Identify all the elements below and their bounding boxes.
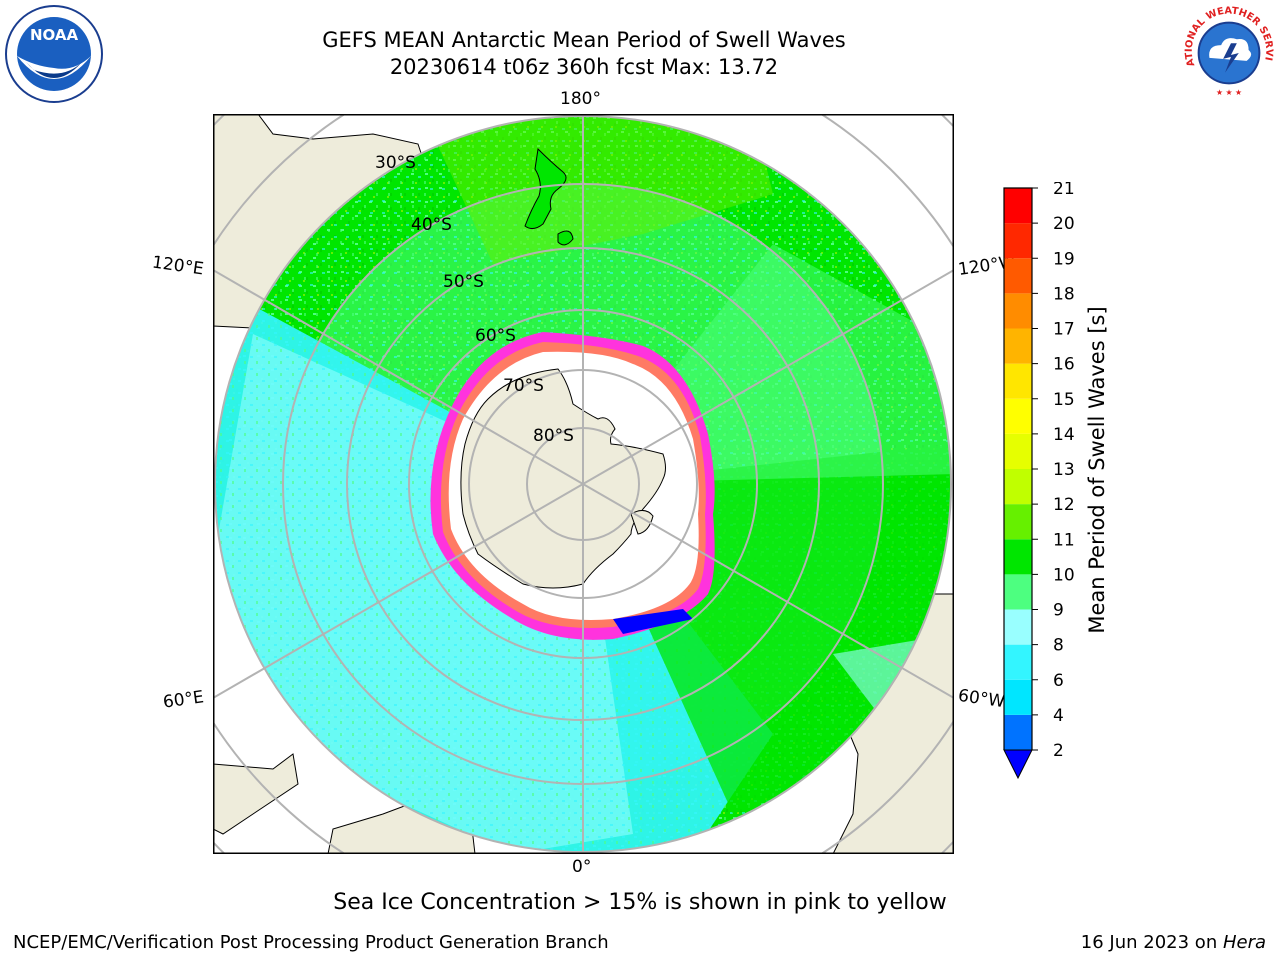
colorbar-bin [1004, 398, 1032, 434]
footer-machine: Hera [1222, 932, 1266, 953]
colorbar-tick-label: 4 [1053, 706, 1064, 726]
chart-title: GEFS MEAN Antarctic Mean Period of Swell… [322, 28, 846, 52]
noaa-logo-icon: NOAA [5, 5, 103, 103]
nws-logo-icon: NATIONAL WEATHER SERVICE ★ ★ ★ [1180, 4, 1277, 101]
svg-text:★ ★ ★: ★ ★ ★ [1216, 88, 1242, 97]
footer-branch: NCEP/EMC/Verification Post Processing Pr… [13, 932, 609, 953]
colorbar-tick-label: 19 [1053, 249, 1075, 269]
colorbar-bin [1004, 223, 1032, 259]
colorbar-bins [1003, 187, 1033, 780]
colorbar-bin [1004, 258, 1032, 294]
colorbar-tick-label: 21 [1053, 182, 1075, 199]
colorbar-bin [1004, 504, 1032, 540]
lon-label-upper-left: 120°E [150, 252, 205, 280]
colorbar-bin [1004, 679, 1032, 715]
colorbar-tick-label: 10 [1053, 565, 1075, 585]
colorbar-tick-label: 15 [1053, 390, 1075, 410]
colorbar-bin [1004, 363, 1032, 399]
colorbar-tick-label: 13 [1053, 460, 1075, 480]
colorbar-bin [1004, 293, 1032, 329]
colorbar-tick-label: 17 [1053, 320, 1075, 340]
colorbar-bin [1004, 574, 1032, 610]
graticule [213, 114, 954, 854]
colorbar-bin [1004, 328, 1032, 364]
colorbar-tick-label: 8 [1053, 636, 1064, 656]
colorbar-bin [1004, 609, 1032, 645]
chart-subtitle: 20230614 t06z 360h fcst Max: 13.72 [389, 55, 779, 79]
colorbar-tick-label: 11 [1053, 530, 1075, 550]
footer-date: 16 Jun 2023 on Hera [1081, 932, 1266, 953]
colorbar-tick-label: 9 [1053, 601, 1064, 621]
colorbar-tick-label: 6 [1053, 671, 1064, 691]
colorbar-under-triangle [1003, 749, 1033, 780]
map-border [213, 114, 954, 854]
lon-label-lower-left: 60°E [161, 687, 206, 713]
colorbar-tick-label: 18 [1053, 284, 1075, 304]
lon-label-bottom: 0° [572, 857, 592, 877]
colorbar-label: Mean Period of Swell Waves [s] [1085, 306, 1109, 634]
noaa-logo-text: NOAA [30, 26, 79, 44]
swell-period-field [215, 116, 951, 852]
colorbar-tick-label: 14 [1053, 425, 1075, 445]
colorbar-bin [1004, 469, 1032, 505]
colorbar-tick-label: 12 [1053, 495, 1075, 515]
colorbar-bin [1004, 433, 1032, 469]
lat-label: 70°S [503, 376, 544, 396]
lat-label: 80°S [533, 426, 574, 446]
colorbar-ticks: 2 4 6 8 9 10 11 12 13 14 15 16 17 18 19 20 21 [1032, 182, 1075, 761]
colorbar-bin [1004, 714, 1032, 750]
sea-ice-note: Sea Ice Concentration > 15% is shown in … [333, 890, 947, 915]
polar-map: 30°S 40°S 50°S 60°S 70°S 80°S [213, 114, 954, 854]
colorbar-tick-label: 16 [1053, 355, 1075, 375]
lon-label-top: 180° [560, 89, 601, 109]
latitude-labels: 30°S 40°S 50°S 60°S 70°S 80°S [375, 153, 574, 446]
colorbar: 2 4 6 8 9 10 11 12 13 14 15 16 17 18 19 20 21 [1003, 182, 1075, 780]
lat-label: 60°S [475, 326, 516, 346]
colorbar-bin [1004, 188, 1032, 224]
footer-date-text: 16 Jun 2023 on [1080, 932, 1223, 953]
colorbar-tick-label: 2 [1053, 741, 1064, 761]
lat-label: 30°S [375, 153, 416, 173]
colorbar-tick-label: 20 [1053, 214, 1075, 234]
colorbar-bin [1004, 539, 1032, 575]
colorbar-bin [1004, 644, 1032, 680]
lat-label: 40°S [411, 215, 452, 235]
lat-label: 50°S [443, 272, 484, 292]
